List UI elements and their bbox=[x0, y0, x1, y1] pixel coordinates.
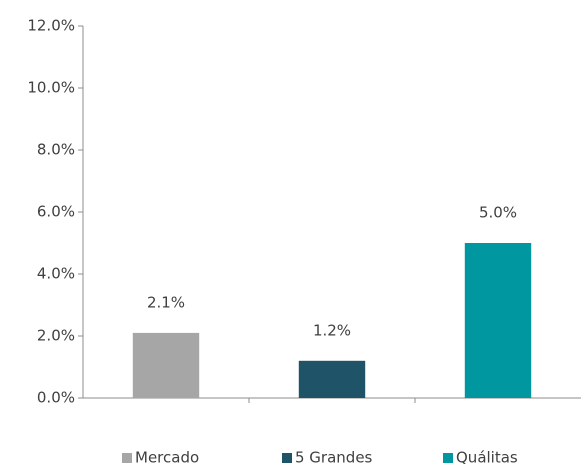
data-label: 2.1% bbox=[147, 293, 185, 311]
legend-label: Mercado bbox=[135, 449, 199, 464]
y-tick-label: 2.0% bbox=[37, 327, 75, 345]
data-label: 5.0% bbox=[479, 204, 517, 222]
bar bbox=[132, 332, 200, 398]
data-label: 1.2% bbox=[313, 321, 351, 339]
legend-swatch bbox=[122, 453, 132, 463]
y-tick-label: 6.0% bbox=[37, 203, 75, 221]
bar bbox=[464, 243, 532, 398]
y-tick-label: 10.0% bbox=[27, 79, 75, 97]
legend-label: 5 Grandes bbox=[295, 449, 373, 464]
legend-swatch bbox=[443, 453, 453, 463]
y-tick-label: 0.0% bbox=[37, 389, 75, 407]
y-tick-label: 4.0% bbox=[37, 265, 75, 283]
legend-swatch bbox=[282, 453, 292, 463]
bar bbox=[298, 360, 366, 398]
y-tick-label: 8.0% bbox=[37, 141, 75, 159]
y-tick-label: 12.0% bbox=[27, 17, 75, 35]
legend-label: Quálitas bbox=[456, 449, 518, 464]
